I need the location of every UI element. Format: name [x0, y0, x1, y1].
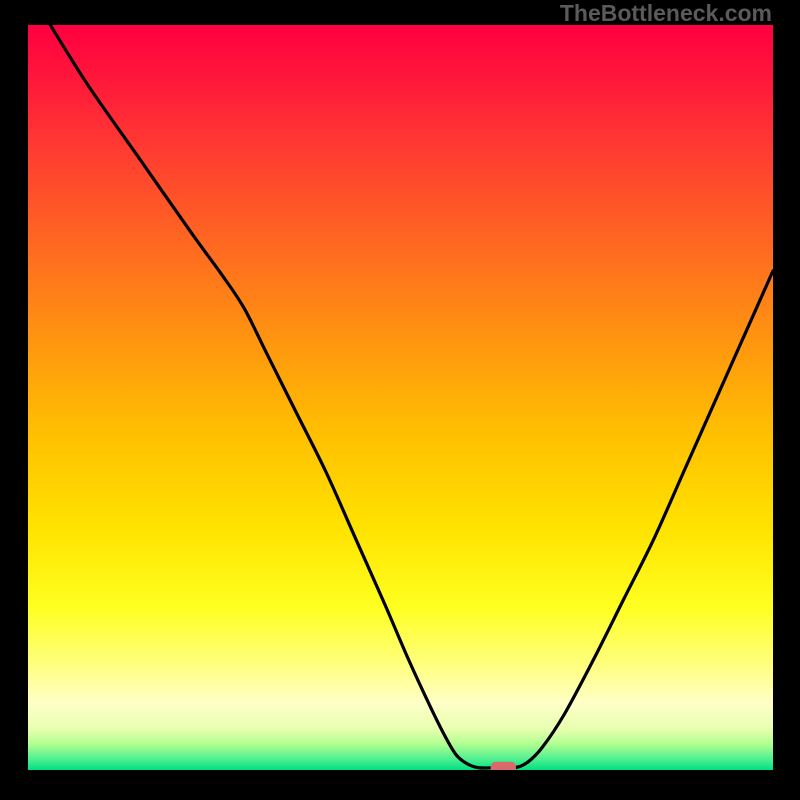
optimal-marker [491, 762, 516, 770]
plot-area [28, 25, 773, 770]
bottleneck-curve [50, 25, 773, 768]
chart-container: TheBottleneck.com [0, 0, 800, 800]
curve-layer [28, 25, 773, 770]
watermark-text: TheBottleneck.com [560, 0, 772, 27]
